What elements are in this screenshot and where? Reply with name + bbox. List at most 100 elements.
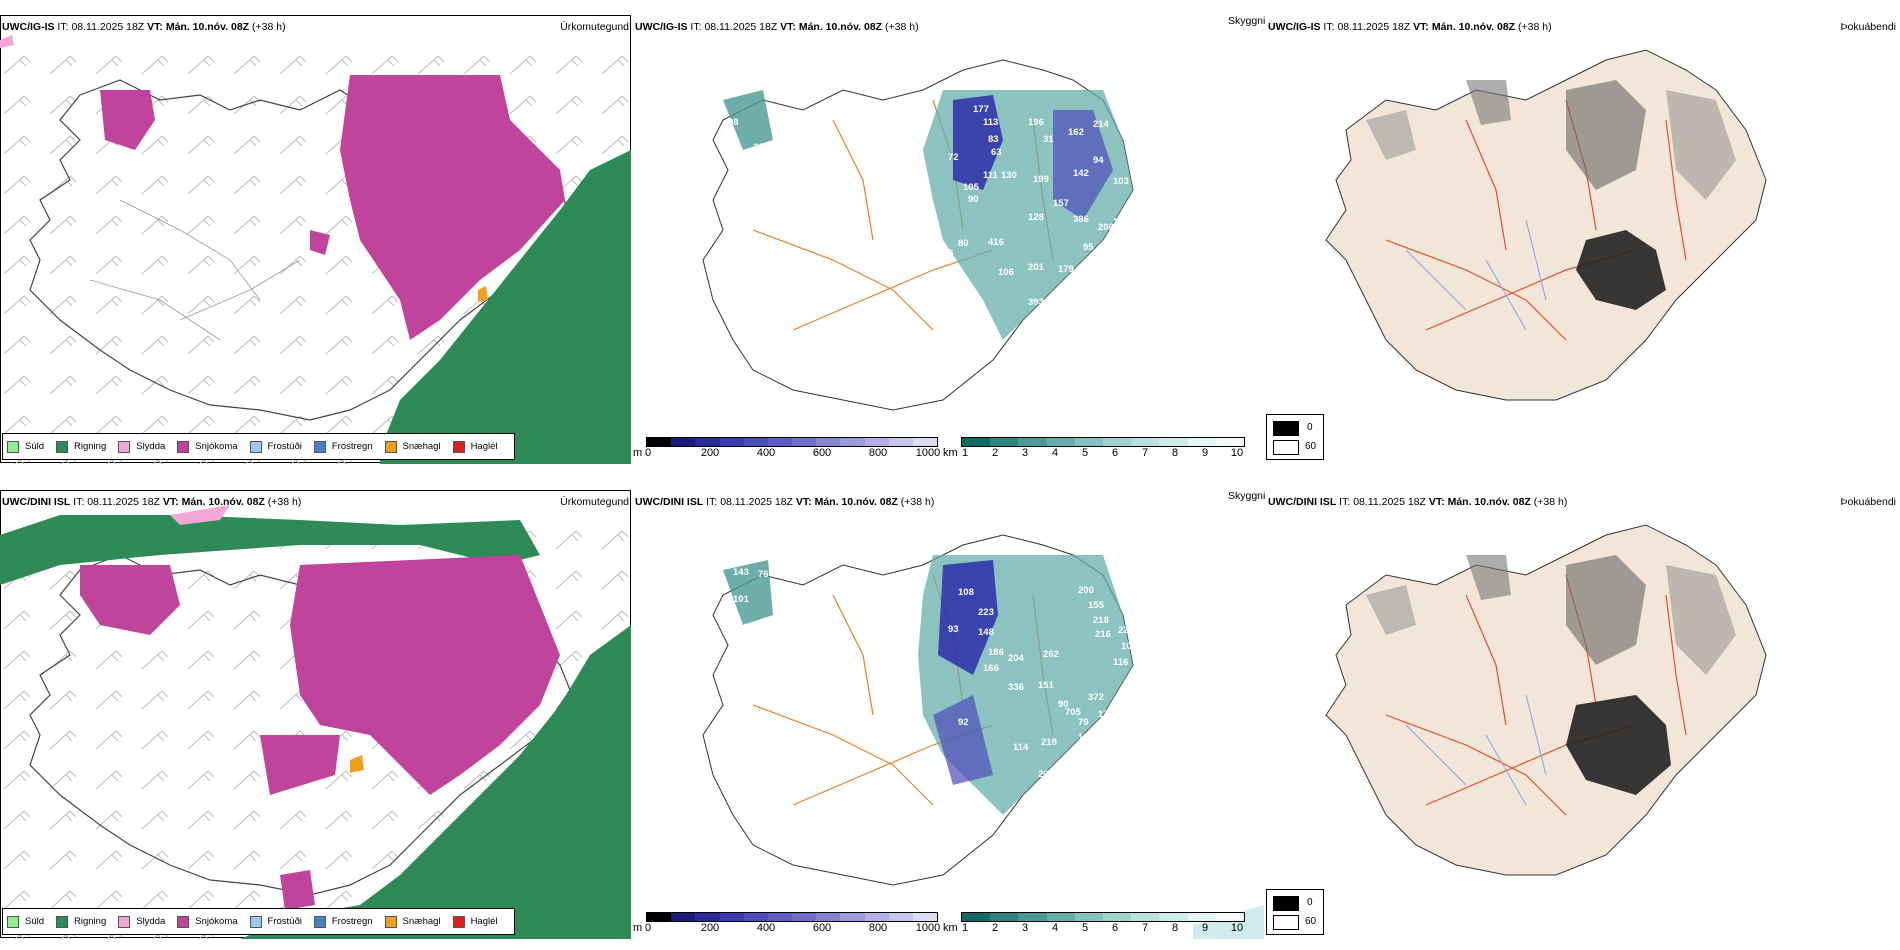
cbar-cell [792, 438, 817, 446]
cbar-tick: 2 [991, 922, 999, 934]
fog-map [1325, 524, 1767, 876]
cbar-tick: 1 [961, 922, 969, 934]
cloudbase-label: 214 [1093, 119, 1110, 130]
fog-west [1366, 110, 1416, 160]
cloudbase-label: 223 [978, 607, 994, 618]
cloudbase-label: 80 [958, 238, 969, 249]
variable-title: Úrkomutegund [560, 21, 629, 33]
cloudbase-label: 268 [1038, 769, 1054, 780]
cbar-unit: m [633, 447, 643, 459]
cloudbase-label: 196 [1028, 117, 1044, 128]
cbar-cell [671, 913, 696, 921]
legend-item: Snæhagl [384, 440, 441, 453]
cbar-cell [695, 438, 720, 446]
fog-light [1666, 90, 1736, 200]
cbar-cell [647, 438, 672, 446]
snow-small [310, 230, 330, 255]
cloudbase-label: 216 [1095, 629, 1111, 640]
fog-swatch-light [1273, 440, 1299, 455]
legend-swatch [177, 915, 190, 928]
legend-swatch [118, 915, 131, 928]
cloudbase-label: 103 [1113, 176, 1129, 187]
cbar-cell [1074, 438, 1104, 446]
cbar-tick: 8 [1171, 447, 1179, 459]
cbar-cell [743, 438, 768, 446]
cbar-cell [1159, 913, 1188, 921]
cbar-cell [767, 438, 793, 446]
cloudbase-label: 219 [1041, 737, 1057, 748]
cbar-strip [646, 912, 938, 922]
cloudbase-label: 98 [728, 117, 739, 128]
cbar-tick: 0 [644, 447, 652, 459]
cloudbase-label: 101 [733, 594, 750, 605]
cloudbase-label: 151 [1038, 680, 1055, 691]
cbar-tick: 5 [1081, 447, 1089, 459]
cbar-unit: km [943, 447, 958, 459]
iceland-land [1325, 49, 1767, 401]
cbar-cell [719, 913, 744, 921]
cloudbase-label: 174 [1098, 709, 1115, 720]
cbar-tick: 0 [644, 922, 652, 934]
cbar-tick: 200 [700, 922, 720, 934]
low-cloudbase-region [938, 560, 998, 675]
cbar-cell [743, 913, 768, 921]
cbar-tick: 1000 [915, 447, 941, 459]
panel-title: UWC/IG-IS IT: 08.11.2025 18Z VT: Mán. 10… [2, 21, 286, 33]
cbar-cell [1159, 438, 1188, 446]
fog-medium [1566, 555, 1646, 665]
cbar-tick: 600 [812, 447, 832, 459]
cloudbase-label: 142 [1073, 168, 1089, 179]
cloudbase-label: 386 [1073, 214, 1089, 225]
cbar-strip [961, 437, 1245, 447]
variable-title: Skyggni [1228, 15, 1266, 27]
precip-map [0, 35, 631, 464]
cbar-unit: m [633, 922, 643, 934]
variable-title: Þokuábendi [1840, 21, 1896, 33]
cbar-cell [647, 913, 672, 921]
fog-west [1366, 585, 1416, 635]
cloudbase-label: 204 [1008, 653, 1025, 664]
cloudbase-label: 262 [1038, 807, 1054, 818]
cbar-cell [864, 438, 889, 446]
cloudbase-label: 106 [998, 267, 1014, 278]
cloudbase-label: 31 [1043, 134, 1054, 145]
fog-dense [1576, 230, 1666, 310]
cbar-cell [864, 913, 889, 921]
cloudbase-label: 317 [753, 142, 769, 153]
precip-type-panel-row2: UWC/DINI ISL IT: 08.11.2025 18Z VT: Mán.… [0, 475, 633, 950]
cbar-tick: 6 [1111, 922, 1119, 934]
panel-title: UWC/IG-IS IT: 08.11.2025 18Z VT: Mán. 10… [1268, 21, 1552, 33]
cbar-tick: 10 [1230, 447, 1244, 459]
cbar-cell [816, 913, 841, 921]
visibility-colorbar: km 1 2 3 4 5 6 7 8 9 10 [943, 912, 1248, 936]
legend-item: Frostúði [249, 440, 302, 453]
cloudbase-label: 109 [1103, 727, 1119, 738]
fog-legend-label: 0 [1307, 897, 1313, 908]
cbar-cell [840, 913, 865, 921]
cbar-cell [912, 438, 938, 446]
cbar-tick: 600 [812, 922, 832, 934]
cloudbase-label: 83 [988, 134, 999, 145]
cbar-cell [888, 913, 913, 921]
cbar-cell [990, 913, 1019, 921]
fog-map [1325, 49, 1767, 401]
legend-swatch [177, 440, 190, 453]
sleet-spot [0, 35, 14, 48]
sleet-spot [170, 505, 230, 525]
low-visibility-sea [1193, 905, 1264, 939]
cbar-tick: 800 [868, 922, 888, 934]
roads [752, 99, 1054, 331]
cloudbase-labels: 317 98 72 105 90 177 113 83 63 130 111 1… [728, 104, 1130, 348]
legend-item: Haglél [452, 440, 498, 453]
legend-item: Snjókoma [177, 440, 238, 453]
cloudbase-label: 90 [1058, 699, 1069, 710]
cloudbase-label: 705 [1065, 707, 1082, 718]
cloudbase-label: 162 [1068, 127, 1084, 138]
low-visibility-west [723, 90, 773, 150]
cbar-cell [1046, 438, 1075, 446]
cloudbase-label: 153 [743, 622, 759, 633]
cloudbase-label: 393 [1028, 297, 1044, 308]
cloudbase-label: 262 [1043, 649, 1059, 660]
legend-swatch [118, 440, 131, 453]
legend-item: Slydda [118, 915, 165, 928]
